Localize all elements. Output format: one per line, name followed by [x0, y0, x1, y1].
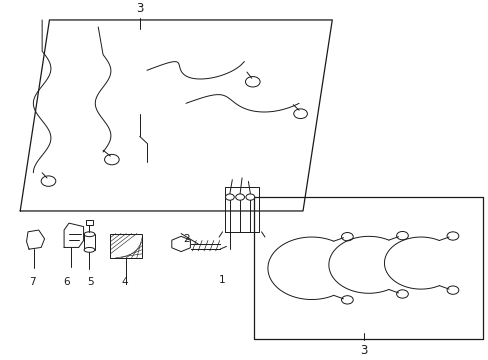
- Text: 7: 7: [29, 277, 36, 287]
- Circle shape: [235, 194, 244, 200]
- Text: 2: 2: [183, 234, 190, 244]
- Circle shape: [245, 194, 254, 200]
- Circle shape: [225, 194, 234, 200]
- Bar: [110, 234, 142, 258]
- Text: 1: 1: [219, 275, 225, 285]
- Text: 6: 6: [63, 277, 70, 287]
- Bar: [85, 220, 93, 225]
- Text: 3: 3: [136, 2, 143, 15]
- Text: 4: 4: [122, 277, 128, 287]
- Text: 5: 5: [87, 277, 94, 287]
- Ellipse shape: [84, 247, 95, 252]
- Text: 3: 3: [360, 344, 367, 357]
